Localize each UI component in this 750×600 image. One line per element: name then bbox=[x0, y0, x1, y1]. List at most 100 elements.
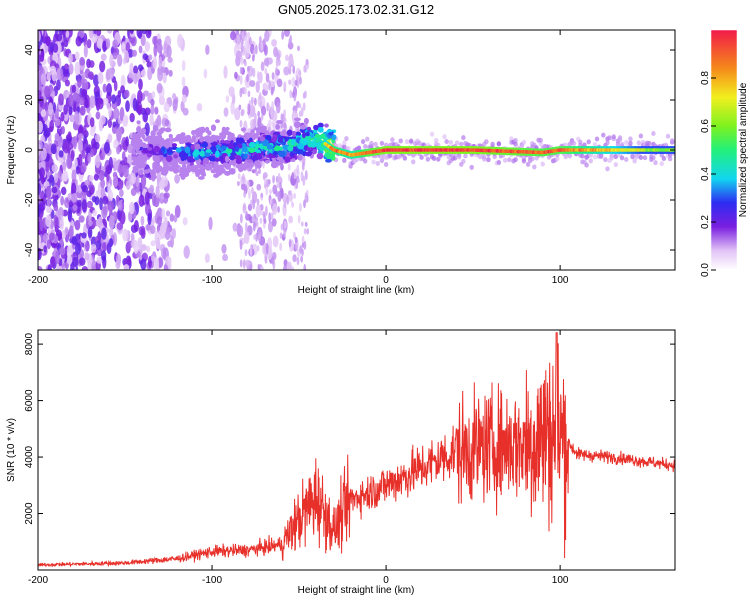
spectral-cell bbox=[71, 182, 77, 195]
spectral-cell bbox=[284, 156, 291, 163]
spectral-cell bbox=[43, 245, 47, 253]
spectral-cell bbox=[75, 165, 80, 175]
spectral-cell bbox=[142, 149, 149, 154]
y-tick-label: 6000 bbox=[24, 389, 35, 412]
spectral-cell bbox=[63, 104, 68, 116]
spectral-cell bbox=[38, 120, 43, 133]
spectral-cell bbox=[268, 212, 272, 223]
spectral-cell bbox=[264, 256, 268, 264]
spectral-cell bbox=[113, 161, 119, 170]
spectral-cell bbox=[275, 67, 278, 76]
spectral-cell bbox=[221, 145, 227, 150]
spectral-cell bbox=[305, 131, 310, 137]
spectral-cell bbox=[271, 100, 274, 112]
spectral-cell bbox=[166, 45, 172, 59]
spectral-cell bbox=[63, 140, 70, 154]
spectral-cell bbox=[268, 246, 272, 256]
spectral-cell bbox=[77, 138, 83, 152]
spectral-cell bbox=[254, 143, 259, 150]
spectral-cell bbox=[298, 69, 302, 76]
spectral-cell bbox=[301, 131, 306, 139]
spectral-cell bbox=[241, 109, 245, 116]
spectral-cell bbox=[156, 82, 163, 94]
spectral-cell bbox=[117, 200, 123, 211]
spectral-cell bbox=[223, 139, 231, 144]
spectral-cell bbox=[131, 172, 136, 184]
spectral-cell bbox=[140, 34, 146, 47]
spectral-cell bbox=[265, 186, 269, 196]
spectral-cell bbox=[592, 142, 598, 148]
spectral-cell bbox=[98, 216, 103, 227]
spectral-cell bbox=[127, 257, 132, 266]
spectral-cell bbox=[53, 203, 59, 212]
spectral-cell bbox=[298, 153, 303, 161]
spectral-cell bbox=[287, 62, 291, 70]
spectral-cell bbox=[320, 133, 326, 139]
spectral-cell bbox=[86, 200, 93, 209]
spectral-cell bbox=[305, 151, 312, 157]
spectral-cell bbox=[80, 162, 87, 174]
spectral-cell bbox=[235, 163, 242, 169]
spectral-cell bbox=[659, 161, 664, 167]
spectral-cell bbox=[44, 85, 51, 98]
spectral-cell bbox=[369, 140, 374, 146]
spectral-cell bbox=[482, 154, 487, 160]
spectral-cell bbox=[283, 136, 289, 142]
spectral-cell bbox=[276, 78, 283, 88]
chart-title: GN05.2025.173.02.31.G12 bbox=[278, 2, 434, 17]
spectral-cell bbox=[305, 58, 309, 66]
spectral-cell bbox=[262, 211, 266, 218]
spectral-cell bbox=[68, 104, 73, 117]
spectral-cell bbox=[325, 158, 332, 163]
spectral-cell bbox=[247, 90, 251, 98]
spectral-cell bbox=[244, 231, 250, 245]
spectral-cell bbox=[55, 118, 61, 127]
spectral-cell bbox=[342, 140, 347, 146]
spectral-cell bbox=[313, 124, 319, 131]
spectral-cell bbox=[292, 146, 297, 152]
spectral-cell bbox=[388, 153, 393, 159]
spectral-cell bbox=[270, 212, 274, 221]
spectral-cell bbox=[588, 152, 593, 158]
spectral-cell bbox=[131, 49, 137, 57]
spectral-cell bbox=[434, 137, 439, 143]
spectral-cell bbox=[51, 70, 57, 82]
spectral-cell bbox=[38, 89, 42, 103]
spectral-cell bbox=[117, 53, 123, 67]
spectral-cell bbox=[258, 92, 262, 101]
spectral-cell bbox=[74, 61, 81, 76]
spectral-cell bbox=[365, 136, 370, 142]
y-tick-label: 40 bbox=[24, 44, 35, 56]
spectral-cell bbox=[89, 30, 94, 39]
spectral-cell bbox=[371, 159, 376, 165]
spectral-cell bbox=[40, 110, 47, 118]
spectral-cell bbox=[314, 133, 320, 138]
spectral-cell bbox=[306, 228, 310, 235]
spectral-cell bbox=[122, 114, 129, 125]
spectral-cell bbox=[651, 130, 656, 136]
spectral-cell bbox=[96, 256, 103, 264]
spectral-cell bbox=[59, 218, 64, 231]
spectral-cell bbox=[240, 56, 244, 66]
spectral-cell bbox=[442, 134, 447, 140]
spectral-cell bbox=[208, 163, 213, 169]
spectral-cell bbox=[239, 66, 243, 75]
spectral-cell bbox=[283, 66, 290, 76]
spectral-cell bbox=[291, 201, 295, 208]
spectral-cell bbox=[167, 260, 172, 270]
spectral-cell bbox=[136, 126, 142, 133]
spectral-cell bbox=[171, 143, 178, 147]
spectral-cell bbox=[151, 192, 156, 207]
spectral-cell bbox=[667, 156, 673, 162]
spectral-cell bbox=[243, 153, 248, 159]
spectral-cell bbox=[256, 198, 260, 205]
y-tick-label: 0 bbox=[24, 147, 35, 153]
spectral-cell bbox=[613, 162, 619, 168]
spectral-cell bbox=[265, 72, 270, 83]
spectral-cell bbox=[79, 249, 85, 259]
spectral-cell bbox=[90, 243, 97, 254]
spectral-cell bbox=[140, 228, 146, 240]
spectral-cell bbox=[283, 81, 287, 90]
snr-x-label: Height of straight line (km) bbox=[298, 585, 415, 596]
spectral-cell bbox=[242, 259, 246, 269]
